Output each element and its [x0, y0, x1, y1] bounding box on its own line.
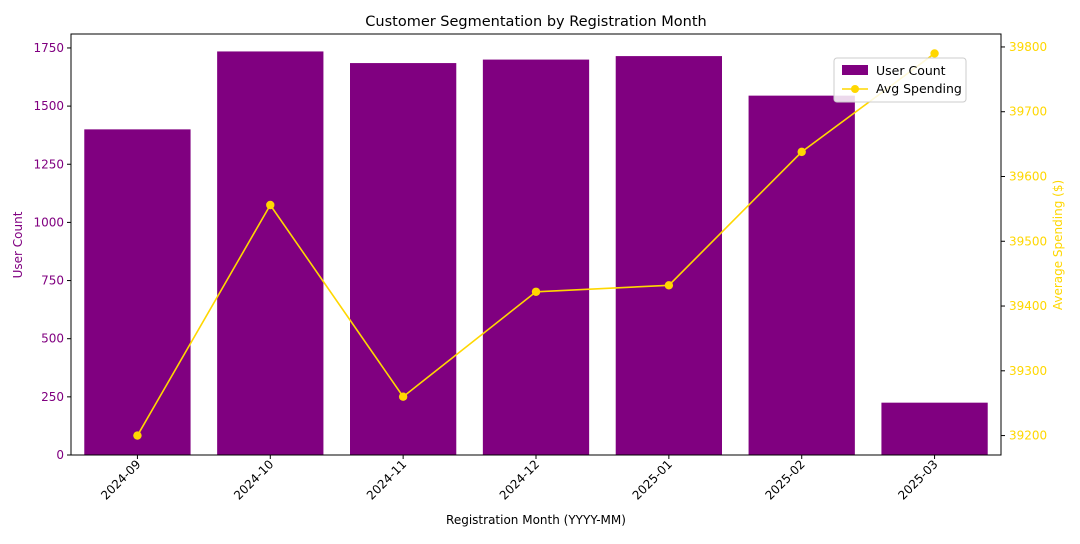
avg-spending-point-2024-11	[398, 392, 408, 401]
y-right-tick-label: 39300	[1009, 364, 1047, 378]
y-left-tick-label: 1000	[33, 215, 64, 229]
x-tick-label: 2025-02	[762, 457, 807, 502]
y-left-tick-label: 0	[56, 448, 64, 462]
y-left-axis-title: User Count	[11, 211, 25, 278]
legend-bar-swatch	[842, 65, 868, 75]
x-axis-title: Registration Month (YYYY-MM)	[446, 513, 626, 527]
legend: User Count Avg Spending	[833, 57, 967, 103]
chart-title: Customer Segmentation by Registration Mo…	[365, 14, 706, 30]
x-tick-label: 2024-09	[98, 457, 143, 502]
bar-2024-09	[84, 129, 191, 456]
y-right-tick-label: 39700	[1009, 105, 1047, 119]
bar-2025-03	[881, 402, 988, 455]
y-right-tick-label: 39800	[1009, 40, 1047, 54]
bar-2025-01	[615, 56, 722, 456]
bars-layer	[84, 51, 988, 456]
avg-spending-point-2024-12	[531, 287, 541, 296]
y-left-tick-label: 1500	[33, 99, 64, 113]
legend-label-user-count: User Count	[876, 63, 946, 78]
y-left-tick-label: 1250	[33, 157, 64, 171]
y-left-tick-label: 1750	[33, 41, 64, 55]
x-tick-label: 2024-10	[231, 457, 276, 502]
avg-spending-point-2024-09	[133, 431, 142, 440]
avg-spending-point-2025-03	[930, 49, 939, 58]
bar-2024-11	[350, 63, 457, 455]
y-right-tick-label: 39500	[1009, 234, 1047, 248]
legend-line-marker	[851, 85, 859, 93]
y-right-tick-label: 39200	[1009, 429, 1047, 443]
y-right-axis-title: Average Spending ($)	[1051, 180, 1065, 310]
y-left-tick-label: 500	[41, 332, 64, 346]
x-tick-label: 2024-11	[364, 457, 409, 502]
y-right-tick-label: 39600	[1009, 169, 1047, 183]
x-tick-label: 2025-01	[630, 457, 675, 502]
avg-spending-point-2024-10	[266, 200, 275, 210]
y-left-tick-label: 750	[41, 274, 64, 288]
bar-2024-10	[217, 51, 324, 455]
avg-spending-point-2025-02	[797, 147, 806, 157]
y-right-tick-label: 39400	[1009, 299, 1047, 313]
bar-2024-12	[482, 59, 590, 456]
x-tick-label: 2025-03	[895, 457, 940, 502]
line-layer	[133, 49, 939, 440]
avg-spending-point-2025-01	[664, 281, 674, 290]
y-left-tick-label: 250	[41, 390, 64, 404]
x-tick-label: 2024-12	[497, 457, 542, 502]
legend-label-avg-spending: Avg Spending	[876, 81, 962, 96]
